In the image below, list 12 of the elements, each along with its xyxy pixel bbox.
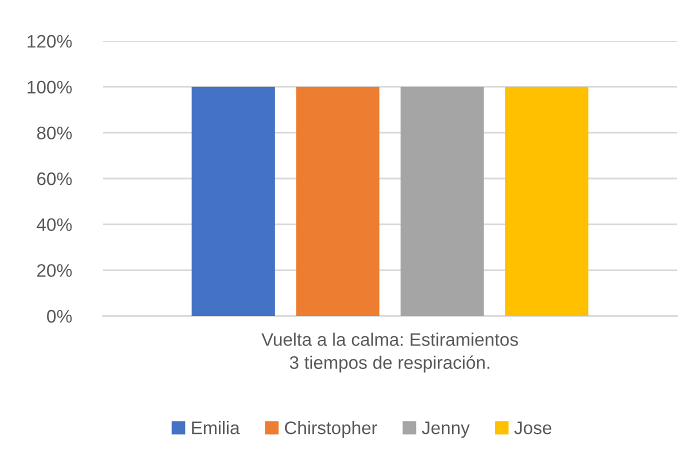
legend-label: Jenny	[422, 422, 470, 438]
y-tick-label: 100%	[28, 80, 72, 94]
x-tick-label: Vuelta a la calma: Estiramientos 3 tiempos de respiración.	[261, 332, 518, 373]
y-tick-label: 0%	[47, 310, 72, 323]
y-tick-label: 60%	[37, 172, 72, 186]
legend-label: Chirstopher	[284, 421, 378, 438]
y-tick-label: 40%	[36, 218, 72, 232]
y-tick-label: 20%	[37, 264, 72, 277]
legend-label: Emilia	[192, 421, 240, 434]
legend-label: Jose	[514, 422, 552, 434]
y-tick-label: 120%	[28, 34, 72, 48]
y-tick-label: 80%	[37, 126, 72, 140]
